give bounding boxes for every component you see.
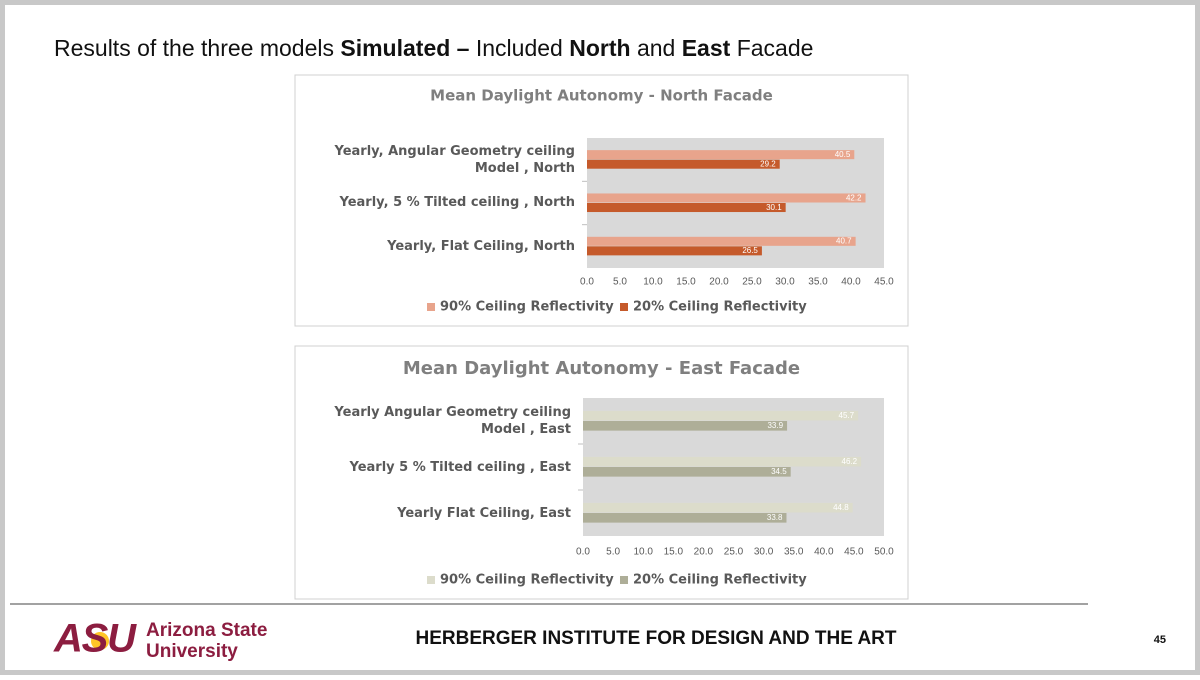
x-tick-label: 15.0 bbox=[676, 277, 696, 288]
footer-text: HERBERGER INSTITUTE FOR DESIGN AND THE A… bbox=[416, 628, 897, 649]
x-tick-label: 15.0 bbox=[664, 547, 684, 558]
y-tick-label: Yearly, 5 % Tilted ceiling , North bbox=[339, 195, 575, 211]
x-tick-label: 5.0 bbox=[613, 277, 627, 288]
x-tick-label: 25.0 bbox=[724, 547, 744, 558]
legend-label: 90% Ceiling Reflectivity bbox=[440, 573, 614, 588]
x-tick-label: 10.0 bbox=[643, 277, 663, 288]
bar bbox=[583, 467, 791, 477]
logo-name: University bbox=[146, 641, 238, 662]
chart-title: Mean Daylight Autonomy - North Facade bbox=[430, 87, 773, 105]
value-label: 29.2 bbox=[760, 160, 776, 169]
value-label: 40.5 bbox=[835, 150, 851, 159]
value-label: 46.2 bbox=[842, 457, 858, 466]
x-tick-label: 35.0 bbox=[784, 547, 804, 558]
y-tick-label: Yearly Flat Ceiling, East bbox=[397, 505, 571, 521]
y-tick-label: Yearly, Flat Ceiling, North bbox=[387, 238, 575, 254]
x-tick-label: 0.0 bbox=[576, 547, 590, 558]
bar bbox=[583, 410, 859, 421]
bar bbox=[587, 150, 855, 160]
x-tick-label: 30.0 bbox=[754, 547, 774, 558]
category-label-box: Yearly 5 % Tilted ceiling , East bbox=[349, 459, 572, 475]
y-tick-label: Yearly 5 % Tilted ceiling , East bbox=[349, 459, 572, 475]
logo-mark: ASU bbox=[53, 617, 137, 661]
legend-label: 20% Ceiling Reflectivity bbox=[633, 573, 807, 588]
x-tick-label: 35.0 bbox=[808, 277, 828, 288]
value-label: 42.2 bbox=[846, 193, 862, 202]
bar bbox=[587, 246, 762, 256]
title-segment: Included bbox=[469, 35, 569, 61]
logo-sun bbox=[91, 632, 109, 650]
title-segment: Facade bbox=[730, 35, 813, 61]
bar bbox=[583, 513, 787, 523]
x-tick-label: 50.0 bbox=[874, 547, 894, 558]
legend-swatch bbox=[620, 576, 628, 584]
category-label-box: Yearly Angular Geometry ceiling Model , … bbox=[334, 405, 571, 437]
x-tick-label: 45.0 bbox=[844, 547, 864, 558]
value-label: 33.9 bbox=[767, 421, 783, 430]
category-label-box: Yearly Flat Ceiling, East bbox=[397, 505, 571, 521]
category-label-box: Yearly, 5 % Tilted ceiling , North bbox=[339, 195, 575, 211]
category-label-box: Yearly, Angular Geometry ceiling Model ,… bbox=[334, 143, 575, 176]
value-label: 30.1 bbox=[766, 203, 782, 212]
legend-swatch bbox=[427, 576, 435, 584]
bar bbox=[583, 502, 853, 513]
x-tick-label: 45.0 bbox=[874, 277, 894, 288]
y-tick-label: Yearly Angular Geometry ceiling Model , … bbox=[334, 405, 571, 437]
value-label: 26.5 bbox=[742, 246, 758, 255]
title-segment: Simulated – bbox=[340, 35, 469, 61]
logo-name: Arizona State bbox=[146, 620, 267, 641]
bar bbox=[587, 193, 866, 203]
bar bbox=[587, 236, 856, 246]
x-tick-label: 10.0 bbox=[633, 547, 653, 558]
title-segment: East bbox=[682, 35, 731, 61]
x-tick-label: 20.0 bbox=[694, 547, 714, 558]
title-segment: and bbox=[631, 35, 682, 61]
value-label: 45.7 bbox=[839, 411, 855, 420]
value-label: 40.7 bbox=[836, 237, 852, 246]
x-tick-label: 0.0 bbox=[580, 277, 594, 288]
x-tick-label: 40.0 bbox=[814, 547, 834, 558]
bar bbox=[587, 159, 780, 169]
value-label: 44.8 bbox=[833, 503, 849, 512]
page-number: 45 bbox=[1154, 634, 1166, 646]
x-tick-label: 20.0 bbox=[709, 277, 729, 288]
legend-label: 90% Ceiling Reflectivity bbox=[440, 300, 614, 315]
bar bbox=[587, 203, 786, 213]
x-tick-label: 25.0 bbox=[742, 277, 762, 288]
legend-swatch bbox=[427, 303, 435, 311]
x-tick-label: 40.0 bbox=[841, 277, 861, 288]
bar bbox=[583, 421, 788, 431]
title-segment: North bbox=[569, 35, 630, 61]
bar bbox=[583, 456, 862, 467]
chart-title: Mean Daylight Autonomy - East Facade bbox=[403, 358, 800, 379]
legend-swatch bbox=[620, 303, 628, 311]
legend-label: 20% Ceiling Reflectivity bbox=[633, 300, 807, 315]
value-label: 34.5 bbox=[771, 467, 787, 476]
value-label: 33.8 bbox=[767, 513, 783, 522]
title-segment: Results of the three models bbox=[54, 35, 340, 61]
slide-title: Results of the three models Simulated – … bbox=[54, 35, 813, 61]
x-tick-label: 5.0 bbox=[606, 547, 620, 558]
x-tick-label: 30.0 bbox=[775, 277, 795, 288]
category-label-box: Yearly, Flat Ceiling, North bbox=[387, 238, 575, 254]
y-tick-label: Yearly, Angular Geometry ceiling Model ,… bbox=[334, 143, 575, 176]
